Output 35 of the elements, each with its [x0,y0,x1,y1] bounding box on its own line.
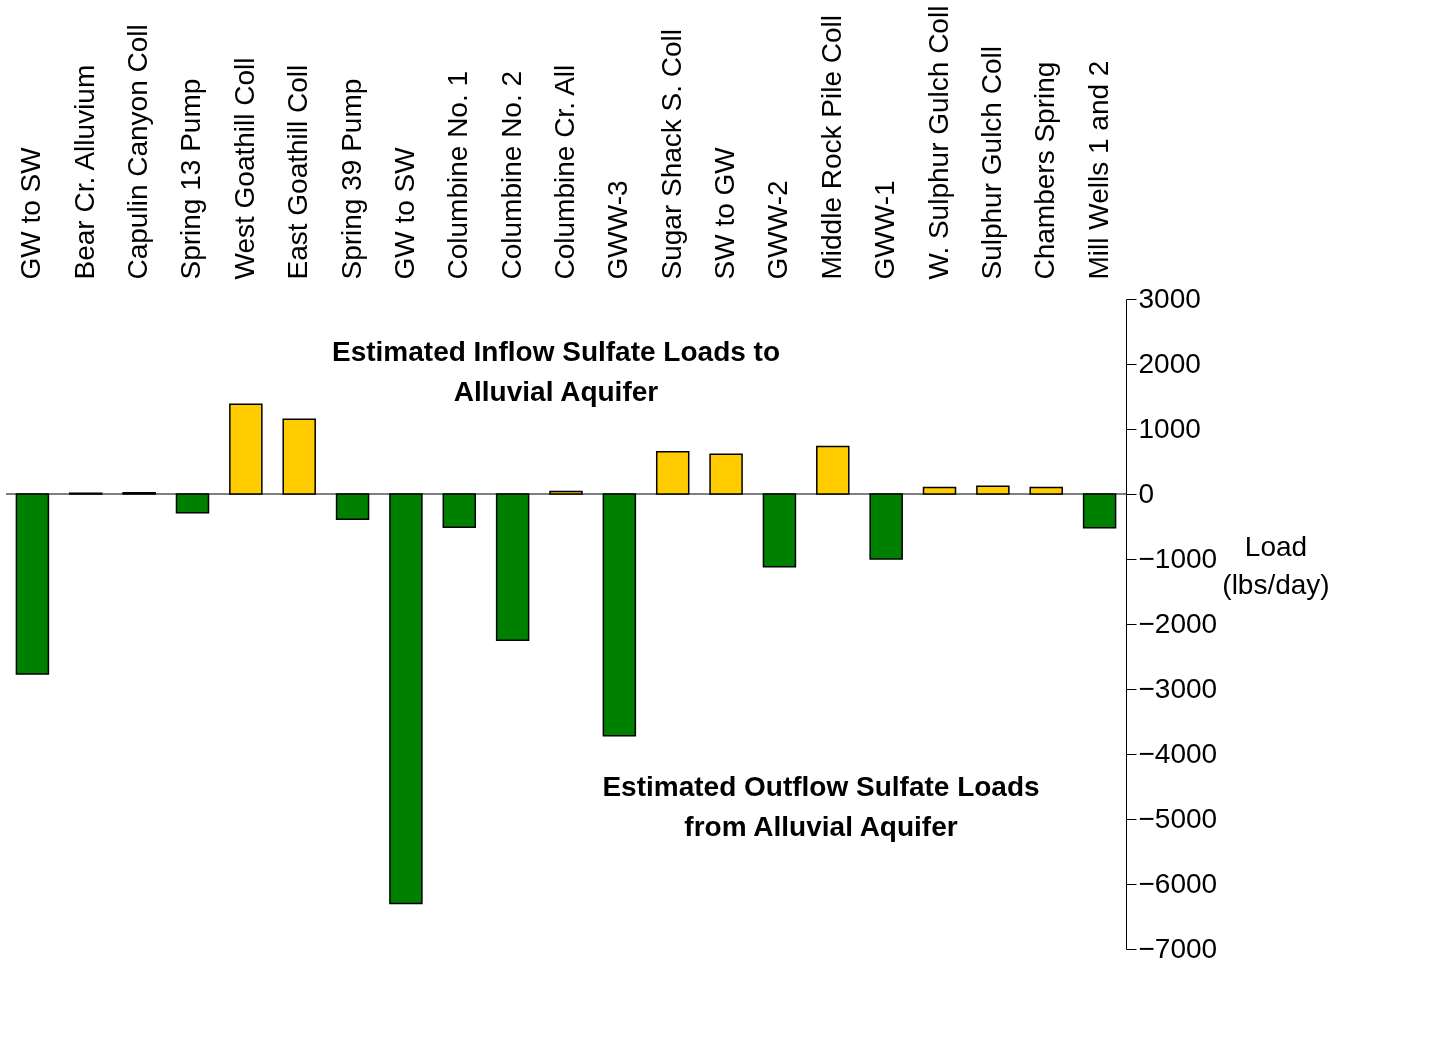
y-tick-label: −1000 [1138,542,1218,574]
x-tick-label: West Goathill Coll [228,57,260,280]
y-tick-label: −6000 [1138,867,1218,899]
x-tick-label: Sulphur Gulch Coll [975,46,1007,280]
x-tick-label: Bear Cr. Alluvium [68,64,100,280]
annotation: Estimated Outflow Sulfate Loads from Alluvial Aquifer [602,771,1040,842]
x-tick-label: Mill Wells 1 and 2 [1082,60,1114,280]
y-tick-label: −7000 [1138,932,1218,964]
x-tick-label: W. Sulphur Gulch Coll [922,5,954,280]
x-tick-label: Columbine No. 2 [495,70,527,280]
x-tick-label: Middle Rock Pile Coll [815,14,847,280]
x-tick-label: GWW-1 [869,180,901,280]
y-tick-label: −4000 [1138,737,1218,769]
y-tick-label: 1000 [1138,412,1201,444]
x-tick-label: Spring 13 Pump [175,78,207,280]
y-tick-label: 0 [1138,477,1155,509]
y-tick-label: −3000 [1138,672,1218,704]
x-tick-label: Capulin Canyon Coll [122,24,154,280]
y-tick-label: 3000 [1138,282,1201,314]
y-tick-label: −5000 [1138,802,1218,834]
annotation: Estimated Inflow Sulfate Loads to Alluvial Aquifer [331,336,781,407]
y-axis-title: Load (lbs/day) [1222,531,1330,600]
x-tick-label: Sugar Shack S. Coll [655,28,687,280]
x-tick-label: Chambers Spring [1029,61,1061,280]
x-tick-label: Spring 39 Pump [335,78,367,280]
x-tick-label: East Goathill Coll [282,64,314,280]
x-tick-label: GW to SW [388,146,420,280]
x-tick-label: SW to GW [709,146,741,280]
x-tick-label: GWW-2 [762,180,794,280]
y-tick-label: 2000 [1138,347,1201,379]
x-tick-label: GW to SW [15,146,47,280]
x-tick-label: Columbine No. 1 [442,70,474,280]
y-tick-label: −2000 [1138,607,1218,639]
x-tick-label: GWW-3 [602,180,634,280]
x-tick-label: Columbine Cr. All [549,64,580,280]
